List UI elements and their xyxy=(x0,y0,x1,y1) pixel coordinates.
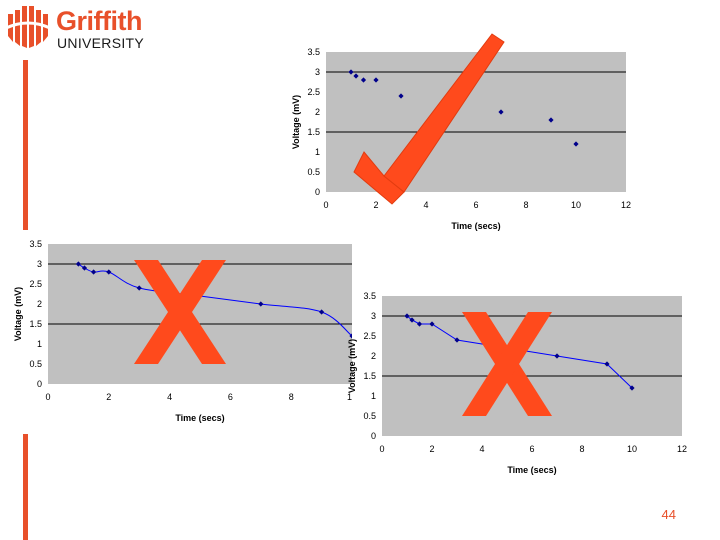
data-point xyxy=(454,337,460,343)
data-point xyxy=(629,385,635,391)
y-tick-label: 0.5 xyxy=(363,411,376,421)
x-tick-label: 8 xyxy=(523,200,528,210)
y-tick-label: 3 xyxy=(371,311,376,321)
data-point xyxy=(360,77,367,83)
accent-bar-top xyxy=(23,60,28,230)
y-tick-label: 1 xyxy=(371,391,376,401)
x-tick-label: 0 xyxy=(379,444,384,454)
x-tick-label: 12 xyxy=(621,200,631,210)
logo-name: Griffith xyxy=(56,6,142,36)
griffith-logo: Griffith UNIVERSITY xyxy=(4,4,154,52)
x-tick-label: 10 xyxy=(627,444,637,454)
y-tick-label: 3.5 xyxy=(363,291,376,301)
y-tick-label: 0 xyxy=(315,187,320,197)
x-tick-label: 8 xyxy=(579,444,584,454)
y-tick-label: 2 xyxy=(315,107,320,117)
x-axis-label: Time (secs) xyxy=(175,413,224,423)
data-point xyxy=(349,333,352,339)
data-point xyxy=(136,285,142,291)
y-tick-label: 0 xyxy=(37,379,42,389)
x-tick-label: 4 xyxy=(167,392,172,402)
y-tick-label: 1.5 xyxy=(29,319,42,329)
data-point xyxy=(604,361,610,367)
x-tick-label: 2 xyxy=(106,392,111,402)
y-tick-label: 0 xyxy=(371,431,376,441)
x-tick-label: 0 xyxy=(45,392,50,402)
y-axis-label: Voltage (mV) xyxy=(347,339,357,393)
slide-number: 44 xyxy=(661,507,676,522)
y-tick-label: 0.5 xyxy=(29,359,42,369)
x-axis-label: Time (secs) xyxy=(451,221,500,231)
y-axis-label: Voltage (mV) xyxy=(13,287,23,341)
y-tick-label: 3 xyxy=(315,67,320,77)
x-tick-label: 4 xyxy=(423,200,428,210)
x-tick-label: 6 xyxy=(529,444,534,454)
data-point xyxy=(498,109,504,115)
data-point xyxy=(554,353,560,359)
x-tick-label: 8 xyxy=(289,392,294,402)
x-tick-label: 6 xyxy=(228,392,233,402)
data-point xyxy=(319,309,325,315)
y-tick-label: 3 xyxy=(37,259,42,269)
data-point xyxy=(75,261,81,267)
data-point xyxy=(398,93,404,99)
data-point xyxy=(573,141,579,147)
y-tick-label: 1 xyxy=(37,339,42,349)
accent-bar-bottom xyxy=(23,434,28,540)
data-point xyxy=(258,301,264,307)
y-tick-label: 1 xyxy=(315,147,320,157)
data-point xyxy=(416,321,423,327)
data-point xyxy=(81,265,88,271)
data-point xyxy=(353,73,359,79)
y-tick-label: 2.5 xyxy=(29,279,42,289)
x-mark-icon xyxy=(134,260,226,364)
y-tick-label: 3.5 xyxy=(307,47,320,57)
x-tick-label: 10 xyxy=(571,200,581,210)
data-point xyxy=(404,313,410,319)
x-tick-label: 0 xyxy=(323,200,328,210)
data-point xyxy=(91,269,97,275)
griffith-crest-icon xyxy=(5,6,51,48)
x-tick-label: 2 xyxy=(373,200,378,210)
data-point xyxy=(106,269,112,275)
y-tick-label: 0.5 xyxy=(307,167,320,177)
logo-subtitle: UNIVERSITY xyxy=(57,35,145,51)
y-tick-label: 2 xyxy=(37,299,42,309)
y-tick-label: 3.5 xyxy=(29,239,42,249)
x-tick-label: 10 xyxy=(347,392,352,402)
y-tick-label: 1.5 xyxy=(307,127,320,137)
y-tick-label: 2.5 xyxy=(363,331,376,341)
y-tick-label: 2 xyxy=(371,351,376,361)
x-mark-icon xyxy=(462,312,552,416)
y-axis-label: Voltage (mV) xyxy=(291,95,301,149)
data-point xyxy=(373,77,379,83)
data-point xyxy=(548,117,554,123)
x-tick-label: 4 xyxy=(479,444,484,454)
x-tick-label: 12 xyxy=(677,444,687,454)
y-tick-label: 1.5 xyxy=(363,371,376,381)
data-point xyxy=(348,69,354,75)
data-point xyxy=(409,317,415,323)
x-tick-label: 2 xyxy=(429,444,434,454)
x-tick-label: 6 xyxy=(473,200,478,210)
check-mark-icon xyxy=(353,33,505,205)
y-tick-label: 2.5 xyxy=(307,87,320,97)
x-axis-label: Time (secs) xyxy=(507,465,556,475)
data-point xyxy=(429,321,435,327)
